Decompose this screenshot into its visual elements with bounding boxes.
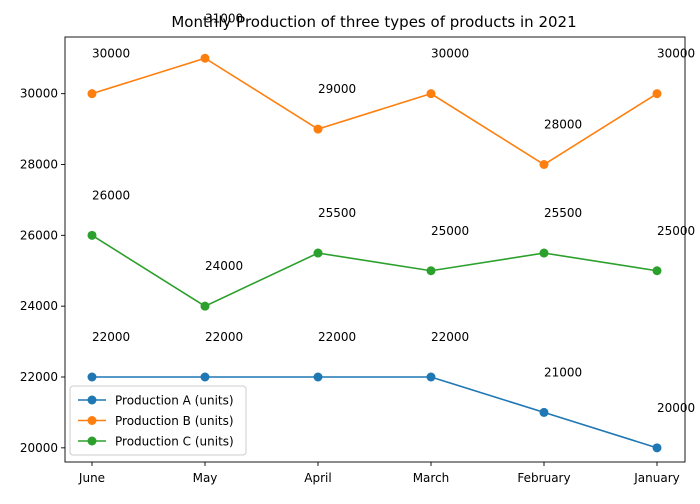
- data-point: [200, 53, 210, 63]
- legend-swatch-marker: [87, 416, 97, 425]
- data-point: [87, 372, 97, 382]
- data-point: [426, 372, 436, 382]
- legend-label: Production C (units): [115, 435, 234, 449]
- data-label: 30000: [92, 47, 130, 61]
- data-point: [313, 124, 323, 134]
- legend-label: Production A (units): [115, 394, 234, 408]
- data-point: [652, 443, 662, 453]
- x-tick-label: April: [304, 471, 331, 485]
- legend: Production A (units) Production B (units)…: [69, 385, 247, 456]
- data-point: [539, 407, 549, 417]
- x-tick-label: January: [633, 471, 680, 485]
- data-label: 22000: [92, 330, 130, 344]
- data-label: 30000: [657, 47, 695, 61]
- chart-title: Monthly Production of three types of pro…: [171, 13, 576, 31]
- data-label: 25000: [431, 224, 469, 238]
- data-label: 30000: [431, 47, 469, 61]
- data-label: 22000: [318, 330, 356, 344]
- y-tick-label: 30000: [20, 87, 58, 101]
- data-label: 28000: [544, 118, 582, 132]
- y-tick-label: 24000: [20, 299, 58, 313]
- x-tick-label: June: [78, 471, 105, 485]
- series-line: [91, 57, 658, 166]
- data-label: 22000: [431, 330, 469, 344]
- legend-swatch-marker: [87, 395, 97, 405]
- series-line: [91, 234, 658, 308]
- data-label: 21000: [544, 365, 582, 379]
- data-point: [200, 301, 210, 311]
- y-tick-label: 26000: [20, 228, 58, 242]
- data-label: 22000: [205, 330, 243, 344]
- data-point: [652, 266, 662, 276]
- data-point: [313, 248, 323, 258]
- series-layer: [87, 53, 662, 453]
- data-point: [200, 372, 210, 382]
- x-tick-label: February: [517, 471, 570, 485]
- data-labels: 22000 22000 22000 22000 21000 20000 30000 31000…: [92, 11, 695, 415]
- data-point: [87, 230, 97, 240]
- x-tick-label: March: [413, 471, 450, 485]
- data-label: 25000: [657, 224, 695, 238]
- legend-label: Production B (units): [115, 414, 234, 428]
- legend-swatch-marker: [87, 436, 97, 446]
- y-tick-label: 28000: [20, 158, 58, 172]
- data-label: 20000: [657, 401, 695, 415]
- data-label: 25500: [318, 206, 356, 220]
- data-label: 31000: [205, 11, 243, 25]
- data-point: [652, 89, 662, 99]
- data-label: 26000: [92, 188, 130, 202]
- y-tick-label: 20000: [20, 441, 58, 455]
- data-point: [426, 266, 436, 276]
- data-point: [539, 248, 549, 258]
- x-tick-label: May: [193, 471, 218, 485]
- data-label: 24000: [205, 259, 243, 273]
- data-point: [426, 89, 436, 99]
- data-label: 25500: [544, 206, 582, 220]
- legend-box: [69, 385, 247, 456]
- plot-frame: [64, 36, 686, 463]
- data-point: [539, 160, 549, 169]
- series-line: [92, 376, 658, 449]
- data-point: [87, 89, 97, 99]
- axes: June May April March February January 20000 220…: [20, 36, 686, 485]
- data-point: [313, 372, 323, 382]
- data-label: 29000: [318, 82, 356, 96]
- y-tick-label: 22000: [20, 370, 58, 384]
